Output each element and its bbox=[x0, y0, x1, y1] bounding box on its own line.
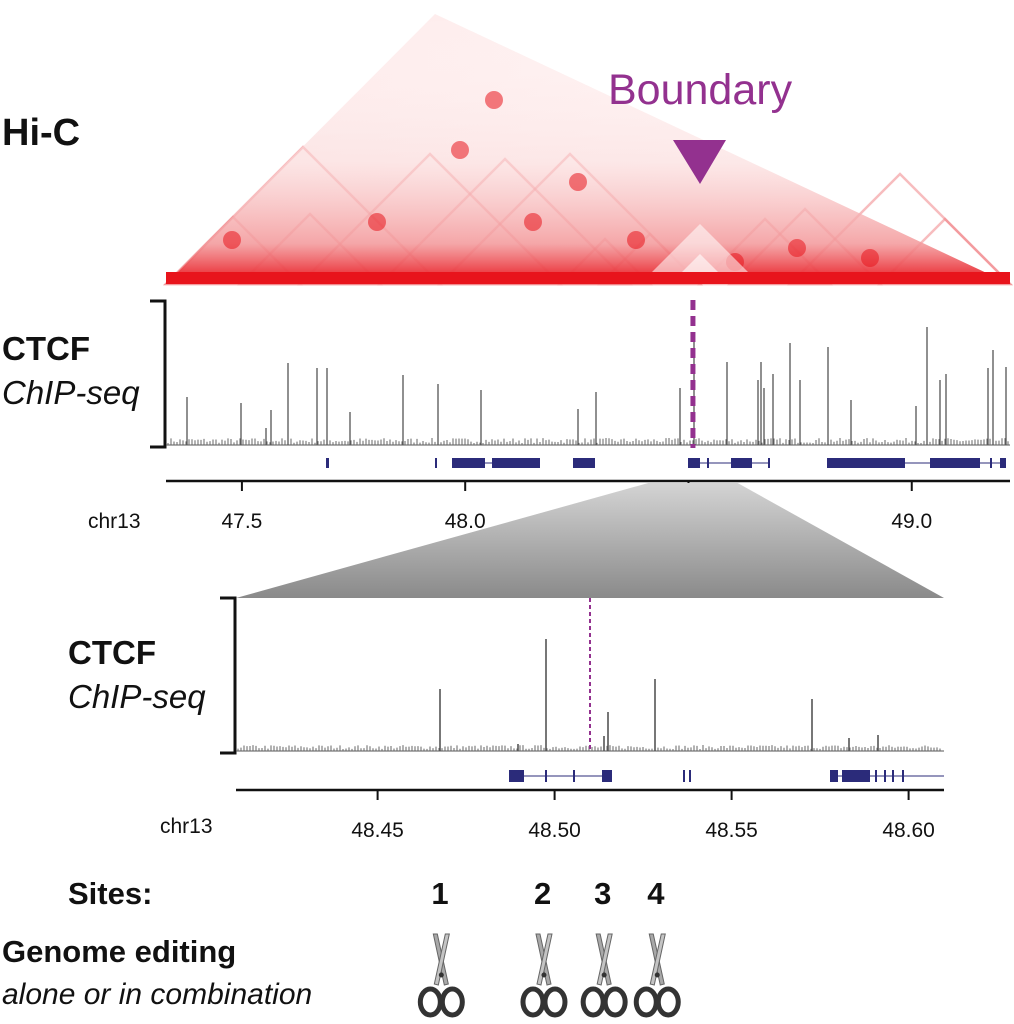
gene-exon bbox=[688, 458, 700, 468]
ctcf-track-top: 47.548.048.549.0 bbox=[150, 299, 1010, 533]
hic-hotspot-6 bbox=[627, 231, 645, 249]
hic-diagonal bbox=[166, 272, 1010, 284]
track-bottom-genes bbox=[509, 770, 944, 782]
gene-exon bbox=[892, 770, 894, 782]
scissors-group bbox=[417, 933, 681, 1018]
hic-triangle-gradient bbox=[166, 14, 1010, 284]
scissors-blade bbox=[649, 933, 666, 986]
hic-label: Hi-C bbox=[2, 112, 81, 154]
site-number-4: 4 bbox=[647, 876, 665, 911]
genome-editing-sublabel: alone or in combination bbox=[2, 978, 313, 1011]
scissors-icon bbox=[633, 933, 681, 1018]
scissors-icon bbox=[580, 933, 628, 1018]
track-top-chrom-label: chr13 bbox=[88, 510, 141, 533]
zoom-funnel bbox=[236, 483, 944, 598]
gene-exon bbox=[875, 770, 877, 782]
track-top-genes bbox=[326, 458, 1006, 468]
site-number-3: 3 bbox=[594, 876, 612, 911]
gene-exon bbox=[884, 770, 886, 782]
hic-hotspot-5 bbox=[451, 141, 469, 159]
gene-exon bbox=[930, 458, 980, 468]
gene-exon bbox=[830, 770, 838, 782]
site-number-2: 2 bbox=[533, 876, 552, 911]
track-bottom-label-line2: ChIP-seq bbox=[68, 678, 206, 715]
genome-editing-label: Genome editing bbox=[2, 934, 237, 969]
track-top-noise bbox=[167, 438, 1009, 445]
scissors-handle bbox=[417, 986, 443, 1018]
track-bottom-peaks bbox=[439, 639, 879, 751]
hic-hotspot-0 bbox=[569, 173, 587, 191]
track-top-peaks bbox=[186, 327, 1007, 445]
scissors-handle bbox=[439, 986, 465, 1018]
gene-exon bbox=[827, 458, 905, 468]
gene-exon bbox=[842, 770, 870, 782]
track-bottom-label-line1: CTCF bbox=[68, 634, 156, 671]
scissors-handle bbox=[520, 986, 546, 1018]
gene-exon bbox=[509, 770, 524, 782]
gene-exon bbox=[545, 770, 547, 782]
gene-exon bbox=[326, 458, 329, 468]
hic-hotspot-2 bbox=[368, 213, 386, 231]
scissors-blade bbox=[596, 933, 613, 986]
gene-exon bbox=[573, 770, 575, 782]
scissors-handle bbox=[580, 986, 606, 1018]
tick-label: 49.0 bbox=[891, 510, 932, 533]
tick-label: 48.45 bbox=[351, 819, 404, 842]
tick-label: 48.50 bbox=[528, 819, 581, 842]
scissors-handle bbox=[542, 986, 568, 1018]
scissors-icon bbox=[520, 933, 568, 1018]
gene-exon bbox=[707, 458, 709, 468]
track-bottom-bracket bbox=[220, 596, 237, 755]
gene-exon bbox=[902, 770, 904, 782]
gene-exon bbox=[1000, 458, 1006, 468]
hic-hotspot-1 bbox=[485, 91, 503, 109]
gene-exon bbox=[435, 458, 437, 468]
scissors-pivot bbox=[541, 972, 547, 978]
scissors-blade bbox=[536, 933, 553, 986]
hic-hotspot-8 bbox=[788, 239, 806, 257]
gene-exon bbox=[452, 458, 485, 468]
hic-heatmap bbox=[162, 14, 1014, 286]
track-top-bracket bbox=[150, 299, 167, 449]
hic-hotspots bbox=[223, 91, 879, 284]
scissors-pivot bbox=[601, 972, 607, 978]
tick-label: 48.0 bbox=[445, 510, 486, 533]
hic-hotspot-3 bbox=[524, 213, 542, 231]
gene-exon bbox=[689, 770, 691, 782]
boundary-marker-icon bbox=[673, 140, 726, 184]
scissors-pivot bbox=[438, 972, 444, 978]
track-top-label-line2: ChIP-seq bbox=[2, 374, 140, 411]
sites-label: Sites: bbox=[68, 876, 153, 911]
scissors-handle bbox=[602, 986, 628, 1018]
tick-label: 48.55 bbox=[705, 819, 758, 842]
scissors-blade bbox=[433, 933, 450, 986]
gene-exon bbox=[492, 458, 540, 468]
hic-hotspot-9 bbox=[861, 249, 879, 267]
ctcf-track-bottom: 48.45 48.50 48.55 48.60 bbox=[220, 596, 944, 842]
gene-exon bbox=[573, 458, 595, 468]
tick-label: 48.60 bbox=[882, 819, 935, 842]
gene-exon bbox=[602, 770, 612, 782]
track-bottom-chrom-label: chr13 bbox=[160, 815, 213, 838]
gene-exon bbox=[990, 458, 992, 468]
track-top-label-line1: CTCF bbox=[2, 330, 90, 367]
scissors-handle bbox=[655, 986, 681, 1018]
gene-exon bbox=[683, 770, 685, 782]
scissors-pivot bbox=[654, 972, 660, 978]
gene-exon bbox=[768, 458, 770, 468]
gene-exon bbox=[731, 458, 752, 468]
boundary-label: Boundary bbox=[608, 66, 793, 114]
scissors-icon bbox=[417, 933, 465, 1018]
tick-label: 47.5 bbox=[221, 510, 262, 533]
track-bottom-noise bbox=[237, 745, 941, 751]
track-bottom-ticks: 48.45 48.50 48.55 48.60 bbox=[351, 790, 935, 842]
scissors-handle bbox=[633, 986, 659, 1018]
hic-hotspot-4 bbox=[223, 231, 241, 249]
site-number-1: 1 bbox=[431, 876, 449, 911]
